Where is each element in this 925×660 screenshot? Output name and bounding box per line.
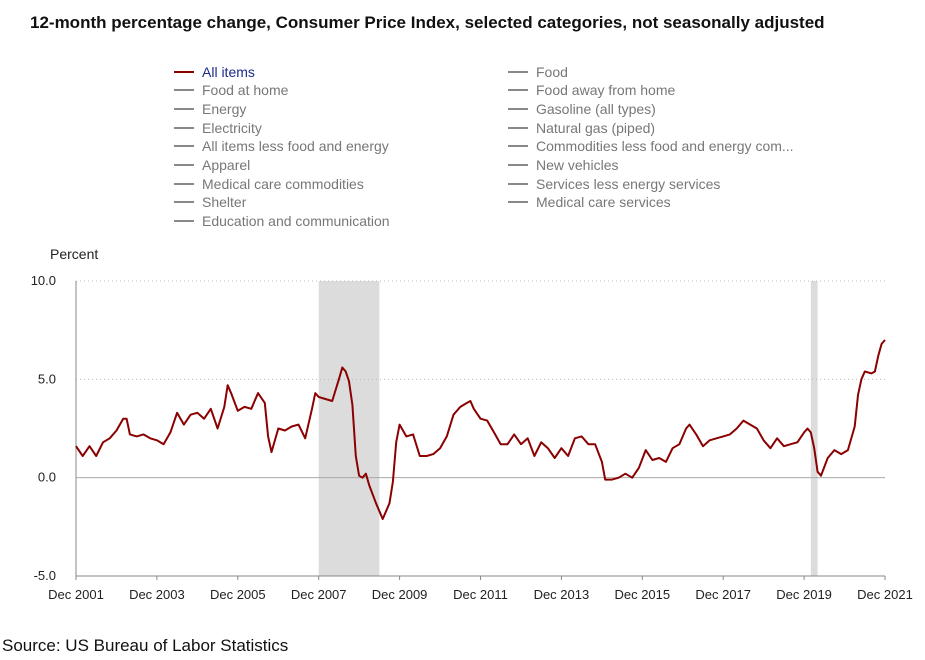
legend-label: Food away from home <box>536 82 676 99</box>
legend-swatch <box>508 126 528 129</box>
legend-item[interactable]: Food away from home <box>508 81 675 100</box>
legend-swatch <box>508 164 528 166</box>
legend-item[interactable]: Education and communication <box>174 212 390 231</box>
legend-item[interactable]: All items less food and energy <box>174 137 389 156</box>
legend-item[interactable]: Energy <box>174 99 246 118</box>
line-chart: 10.0 5.0 0.0 -5.0 Dec 2001 Dec 2003 Dec 2005 De… <box>31 273 913 602</box>
legend-label: All items <box>202 63 255 80</box>
legend-label: New vehicles <box>536 157 619 173</box>
legend-swatch <box>508 70 528 73</box>
x-tick-label: Dec 2019 <box>776 587 832 602</box>
y-tick-label: 5.0 <box>38 371 56 386</box>
chart-title: 12-month percentage change, Consumer Pri… <box>30 13 825 32</box>
x-tick-label: Dec 2007 <box>291 587 347 602</box>
legend-item[interactable]: All items <box>174 62 255 81</box>
legend-swatch <box>174 107 194 110</box>
legend-label: Shelter <box>202 194 247 211</box>
legend-swatch <box>174 145 194 148</box>
y-tick-label: -5.0 <box>34 568 56 583</box>
legend-swatch <box>508 89 528 92</box>
series-line-all-items <box>75 339 886 520</box>
legend-item[interactable]: Medical care services <box>508 193 671 212</box>
legend-swatch <box>508 107 528 110</box>
x-tick-label: Dec 2009 <box>372 587 428 602</box>
legend-label: Food <box>536 63 568 80</box>
recession-band <box>318 281 380 576</box>
legend-swatch <box>174 164 194 166</box>
legend-label: Commodities less food and energy com... <box>536 138 794 155</box>
legend-swatch <box>174 126 194 129</box>
legend-item[interactable]: Services less energy services <box>508 174 720 193</box>
x-tick-label: Dec 2013 <box>534 587 590 602</box>
legend-label: Energy <box>202 100 247 117</box>
legend-swatch <box>174 70 194 73</box>
legend-swatch <box>174 182 194 185</box>
x-tick-label: Dec 2011 <box>453 587 508 602</box>
source-note: Source: US Bureau of Labor Statistics <box>2 636 289 655</box>
legend-label: All items less food and energy <box>202 138 389 155</box>
legend-label: Medical care commodities <box>202 175 364 192</box>
x-tick-label: Dec 2001 <box>48 587 104 602</box>
legend-item[interactable]: Gasoline (all types) <box>508 99 656 118</box>
legend-label: Gasoline (all types) <box>536 100 656 117</box>
legend-item[interactable]: Commodities less food and energy com... <box>508 137 794 156</box>
legend-item[interactable]: Shelter <box>174 193 246 212</box>
legend-label: Medical care services <box>536 194 671 211</box>
legend-item[interactable]: Apparel <box>174 156 250 175</box>
recession-band <box>810 281 818 576</box>
legend-item[interactable]: Medical care commodities <box>174 174 364 193</box>
legend-swatch <box>174 89 194 92</box>
legend-item[interactable]: Natural gas (piped) <box>508 118 655 137</box>
chart-legend: All items Food at home Energy Electricity Al… <box>174 62 874 232</box>
legend-swatch <box>174 201 194 204</box>
legend-label: Food at home <box>202 82 289 99</box>
legend-label: Services less energy services <box>536 175 721 192</box>
y-axis-label: Percent <box>50 246 99 262</box>
legend-swatch <box>174 220 194 223</box>
legend-label: Electricity <box>202 119 262 136</box>
x-tick-label: Dec 2015 <box>614 587 670 602</box>
legend-item[interactable]: Food at home <box>174 81 288 100</box>
x-tick-label: Dec 2005 <box>210 587 266 602</box>
legend-label: Natural gas (piped) <box>536 119 656 136</box>
x-tick-label: Dec 2003 <box>129 587 185 602</box>
x-tick-label: Dec 2021 <box>857 587 913 602</box>
legend-swatch <box>508 182 528 185</box>
legend-swatch <box>508 201 528 204</box>
legend-item[interactable]: Food <box>508 62 568 81</box>
x-tick-label: Dec 2017 <box>695 587 751 602</box>
legend-swatch <box>508 145 528 148</box>
y-tick-label: 0.0 <box>38 470 56 485</box>
legend-item[interactable]: New vehicles <box>508 156 618 175</box>
legend-label: Education and communication <box>202 213 390 230</box>
legend-label: Apparel <box>202 157 251 173</box>
legend-item[interactable]: Electricity <box>174 118 262 137</box>
y-tick-label: 10.0 <box>31 273 56 288</box>
